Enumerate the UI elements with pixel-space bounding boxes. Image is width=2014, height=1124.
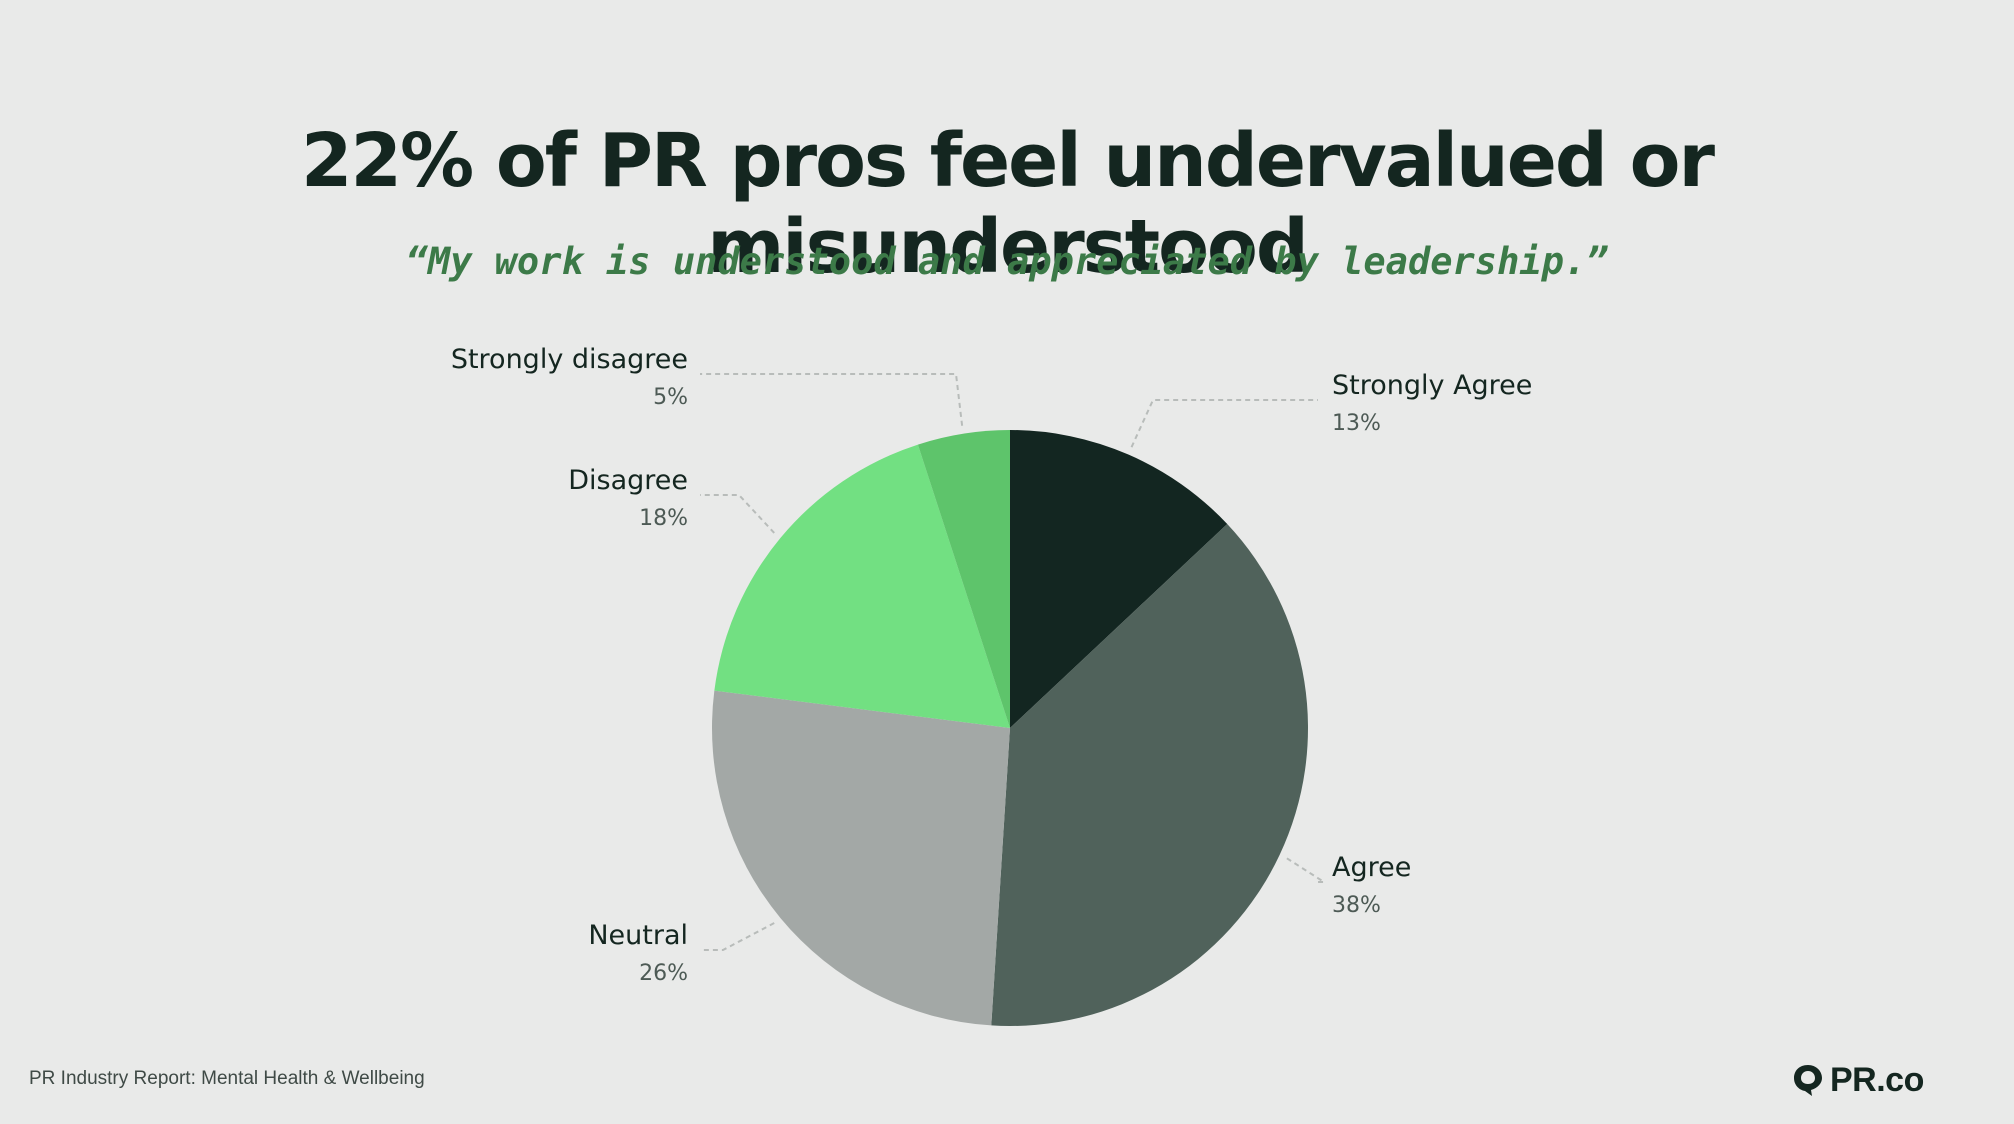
slice-value-strongly-agree: 13% <box>1332 411 1381 436</box>
leader-line-agree <box>1286 857 1328 883</box>
report-source: PR Industry Report: Mental Health & Well… <box>29 1068 425 1089</box>
leader-line-neutral <box>700 922 775 951</box>
leader-line-strongly-disagree <box>700 373 964 426</box>
slice-label-strongly-agree: Strongly Agree <box>1332 370 1532 401</box>
slice-value-strongly-disagree: 5% <box>653 385 688 410</box>
chart-title: 22% of PR pros feel undervalued or misun… <box>301 118 1715 290</box>
leader-line-disagree <box>700 494 775 534</box>
slice-value-agree: 38% <box>1332 893 1381 918</box>
brand-logo[interactable]: PR.co <box>1792 1058 1924 1102</box>
pie-slice-strongly-disagree <box>917 430 1010 728</box>
pie-slice-strongly-agree <box>1010 430 1228 728</box>
pie-slice-agree <box>991 524 1309 1026</box>
pie-slice-disagree <box>714 444 1010 728</box>
slice-label-strongly-disagree: Strongly disagree <box>451 344 688 375</box>
slice-value-neutral: 26% <box>639 961 688 986</box>
speech-bubble-icon <box>1794 1065 1822 1096</box>
pie-slice-neutral <box>712 690 1010 1026</box>
logo-text: PR.co <box>1830 1060 1924 1099</box>
slice-value-disagree: 18% <box>639 506 688 531</box>
leader-line-strongly-agree <box>1130 399 1318 448</box>
slice-label-agree: Agree <box>1332 852 1411 883</box>
slice-label-disagree: Disagree <box>568 465 688 496</box>
slice-label-neutral: Neutral <box>588 920 688 951</box>
chart-subtitle: “My work is understood and appreciated b… <box>405 240 1609 283</box>
